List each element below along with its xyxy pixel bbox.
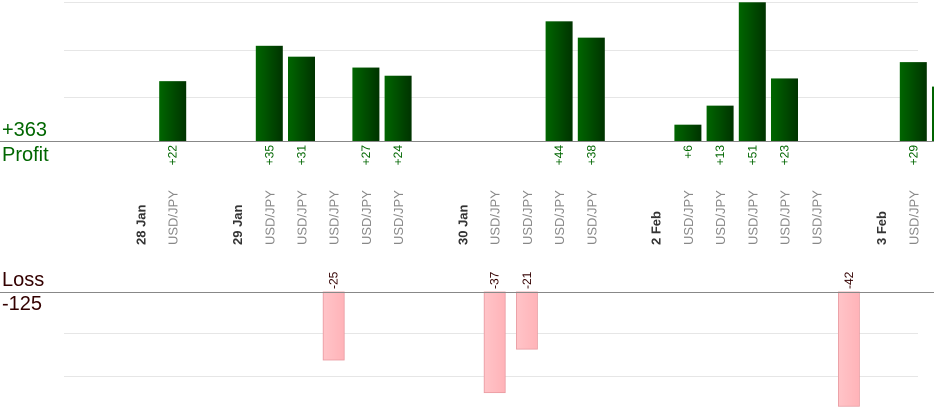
pair-label: USD/JPY [906, 190, 921, 245]
loss-value-label: -37 [488, 271, 502, 289]
pair-label: USD/JPY [681, 190, 696, 245]
profit-bar[interactable] [771, 78, 798, 141]
pair-label: USD/JPY [359, 190, 374, 245]
bars [159, 2, 934, 407]
profit-value-label: +13 [713, 145, 727, 166]
profit-total: +363 [2, 119, 48, 141]
profit-value-label: +51 [745, 145, 759, 166]
pair-label: USD/JPY [713, 190, 728, 245]
profit-value-label: +29 [906, 145, 920, 166]
profit-bar[interactable] [706, 105, 734, 141]
loss-bar[interactable] [483, 291, 506, 394]
date-label: 3 Feb [874, 211, 889, 245]
profit-bar[interactable] [288, 56, 315, 141]
profit-label: Profit [2, 144, 49, 166]
profit-bar[interactable] [738, 2, 766, 142]
date-label: 2 Feb [649, 211, 664, 245]
pair-label: USD/JPY [488, 190, 503, 245]
profit-value-label: +27 [359, 145, 373, 166]
profit-value-label: +23 [778, 145, 792, 166]
profit-bar[interactable] [384, 75, 412, 141]
loss-bar[interactable] [322, 291, 345, 361]
loss-label: Loss [2, 269, 45, 291]
axes [0, 141, 934, 293]
loss-value-label: -25 [327, 271, 341, 289]
profit-bar[interactable] [577, 37, 605, 141]
pair-label: USD/JPY [262, 190, 277, 245]
pair-label: USD/JPY [810, 190, 825, 245]
pair-label: USD/JPY [584, 190, 599, 245]
profit-value-label: +35 [262, 145, 276, 166]
profit-bar[interactable] [159, 81, 187, 141]
date-label: 28 Jan [134, 204, 149, 245]
profit-value-label: +31 [295, 145, 309, 166]
profit-value-label: +24 [391, 145, 405, 166]
profit-value-label: +22 [166, 145, 180, 166]
profit-bar[interactable] [932, 86, 934, 141]
loss-bar[interactable] [838, 291, 860, 407]
profit-bar[interactable] [899, 62, 927, 142]
pair-label: USD/JPY [391, 190, 406, 245]
profit-bar[interactable] [545, 21, 573, 141]
date-label: 30 Jan [456, 204, 471, 245]
profit-bar[interactable] [352, 67, 380, 141]
profit-value-label: +44 [552, 145, 566, 166]
loss-value-label: -21 [520, 271, 534, 289]
pair-label: USD/JPY [166, 190, 181, 245]
pair-label: USD/JPY [778, 190, 793, 245]
profit-value-label: +38 [584, 145, 598, 166]
loss-value-label: -42 [842, 271, 856, 289]
pair-label: USD/JPY [745, 190, 760, 245]
loss-bar[interactable] [516, 291, 538, 350]
profit-bar[interactable] [674, 124, 702, 141]
loss-total: -125 [2, 293, 43, 315]
pair-label: USD/JPY [327, 190, 342, 245]
labels: 28 Jan USD/JPY +22 29 Jan USD/JPY +35 USD/JPY +… [134, 145, 922, 289]
pair-label: USD/JPY [552, 190, 567, 245]
profit-bar[interactable] [255, 45, 283, 141]
date-label: 29 Jan [230, 204, 245, 245]
pair-label: USD/JPY [295, 190, 310, 245]
pair-label: USD/JPY [520, 190, 535, 245]
profit-value-label: +6 [681, 145, 695, 159]
